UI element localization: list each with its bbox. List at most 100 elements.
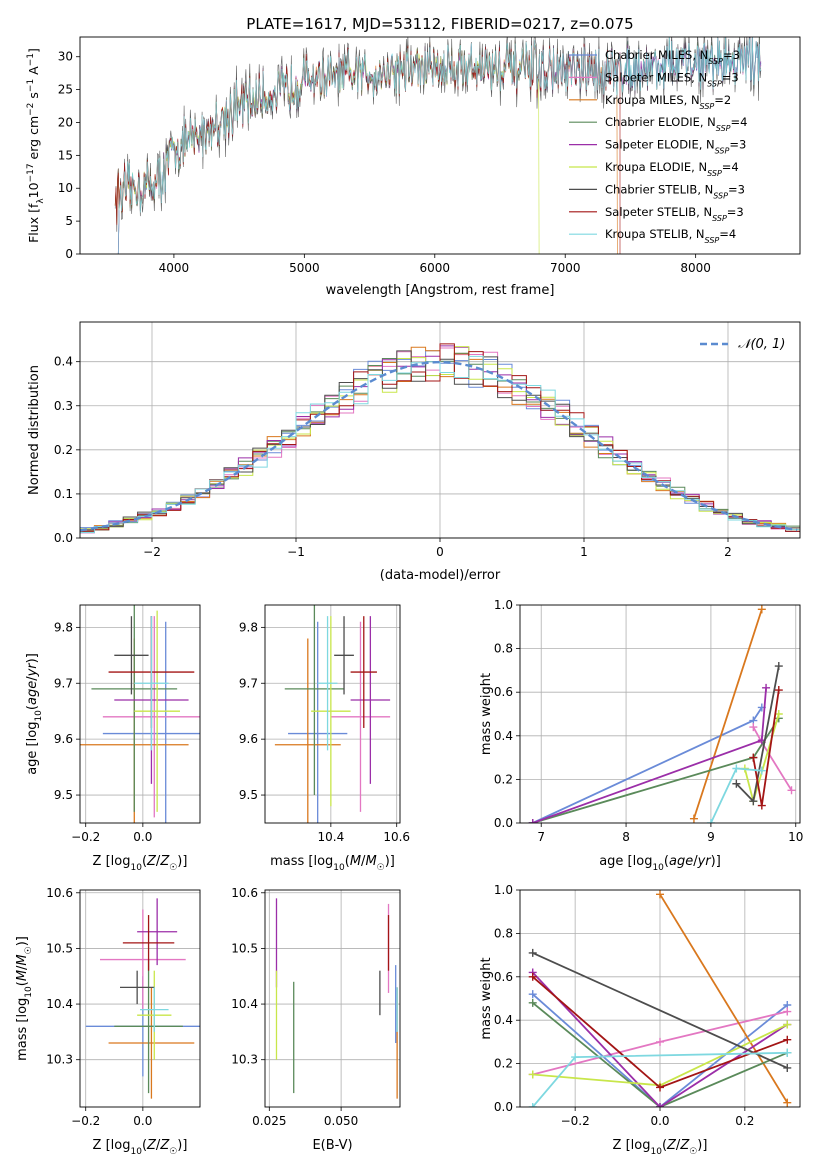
weight-marker-se xyxy=(762,683,771,692)
weight-marker-ss xyxy=(757,801,766,810)
legend-label-ss: Salpeter STELIB, NSSP=3 xyxy=(605,205,744,223)
weight-marker-cs xyxy=(774,662,783,671)
weight-marker-sm xyxy=(787,786,796,795)
x-axis-label: Z [log10(Z/Z☉)] xyxy=(93,1138,188,1157)
y-tick-label: 0.2 xyxy=(54,443,73,457)
y-tick-label: 0.4 xyxy=(54,355,73,369)
axes-frame xyxy=(79,36,801,255)
x-tick-label: −0.2 xyxy=(71,830,100,844)
weight-line-cm xyxy=(532,993,788,1107)
axes-frame xyxy=(264,889,401,1108)
histogram-ks xyxy=(80,355,800,533)
y-tick-label: 25 xyxy=(58,83,73,97)
y-tick-label: 0 xyxy=(65,247,73,261)
axes-frame xyxy=(79,889,201,1108)
x-tick-label: 5000 xyxy=(289,261,320,275)
x-tick-label: 8000 xyxy=(680,261,711,275)
y-tick-label: 0.8 xyxy=(494,926,513,940)
y-tick-label: 0.2 xyxy=(494,772,513,786)
y-tick-label: 9.8 xyxy=(239,620,258,634)
y-tick-label: 0.6 xyxy=(494,970,513,984)
y-axis-label: mass [log10(M/M☉)] xyxy=(15,936,34,1061)
weight-marker-ss xyxy=(528,972,537,981)
y-tick-label: 0.0 xyxy=(494,1100,513,1114)
axes-frame xyxy=(79,321,801,539)
mass-weight-vs-metallicity-panel: −0.2 0.0 0.2 0.0 0.2 0.4 0.6 0.8 1.0 Z [log10(Z/Z… xyxy=(479,883,801,1157)
y-tick-label: 9.5 xyxy=(54,788,73,802)
weight-marker-ss xyxy=(774,686,783,695)
weight-marker-ss xyxy=(749,753,758,762)
x-axis-label: E(B-V) xyxy=(312,1138,352,1153)
weight-marker-sm xyxy=(749,723,758,732)
x-tick-label: −0.2 xyxy=(561,1114,590,1128)
weight-marker-ks xyxy=(783,1048,792,1057)
legend-label-ce: Chabrier ELODIE, NSSP=4 xyxy=(605,115,747,133)
y-tick-label: 0.0 xyxy=(494,816,513,830)
axes-frame xyxy=(519,604,801,824)
x-axis-label: age [log10(age/yr)] xyxy=(599,854,721,873)
weight-line-se xyxy=(532,971,788,1107)
plot-area xyxy=(520,890,800,1107)
y-axis-label: Flux [fλ10−17 erg cm−2 s−1 A−1] xyxy=(26,48,46,243)
weight-marker-cs xyxy=(528,948,537,957)
x-axis-label: wavelength [Angstrom, rest frame] xyxy=(326,283,555,298)
legend-label-cs: Chabrier STELIB, NSSP=3 xyxy=(605,182,745,200)
y-axis-label: Normed distribution xyxy=(27,365,42,495)
x-axis-label: mass [log10(M/M☉)] xyxy=(270,854,395,873)
x-tick-label: 0.0 xyxy=(650,1114,669,1128)
axes-frame xyxy=(264,604,401,824)
weight-marker-ks xyxy=(757,766,766,775)
weight-marker-km xyxy=(757,605,766,614)
y-tick-label: 0.6 xyxy=(494,685,513,699)
weight-marker-sm xyxy=(783,1007,792,1016)
y-tick-label: 0.3 xyxy=(54,399,73,413)
y-tick-label: 15 xyxy=(58,148,73,162)
spectrum-line-ks xyxy=(116,37,762,254)
y-tick-label: 10.3 xyxy=(231,1053,258,1067)
legend-label-gaussian: 𝒩(0, 1) xyxy=(738,337,785,352)
y-axis-label: mass weight xyxy=(479,957,494,1039)
weight-marker-se xyxy=(528,819,537,823)
y-tick-label: 9.6 xyxy=(239,732,258,746)
x-tick-label: 0 xyxy=(436,545,444,559)
weight-line-km xyxy=(693,609,763,819)
y-tick-label: 10.5 xyxy=(231,941,258,955)
y-tick-label: 10.4 xyxy=(231,997,258,1011)
gaussian-curve xyxy=(80,360,798,532)
weight-marker-km xyxy=(783,1098,792,1107)
x-axis-label: (data-model)/error xyxy=(380,568,501,583)
weight-marker-ks xyxy=(732,764,741,773)
y-tick-label: 0.4 xyxy=(494,729,513,743)
y-tick-label: 1.0 xyxy=(494,598,513,612)
y-tick-label: 0.2 xyxy=(494,1057,513,1071)
weight-marker-ss xyxy=(656,1083,664,1092)
weight-marker-cs xyxy=(749,797,758,806)
y-tick-label: 10 xyxy=(58,181,73,195)
weight-marker-km xyxy=(689,814,698,823)
y-tick-label: 20 xyxy=(58,115,73,129)
plot-area xyxy=(265,605,400,823)
weight-marker-ks xyxy=(706,819,715,823)
weight-line-se xyxy=(532,687,767,823)
x-tick-label: 2 xyxy=(724,545,732,559)
figure-title: PLATE=1617, MJD=53112, FIBERID=0217, z=0… xyxy=(246,15,633,33)
y-tick-label: 1.0 xyxy=(494,883,513,897)
y-tick-label: 9.7 xyxy=(54,676,73,690)
weight-marker-cs xyxy=(783,1063,792,1072)
x-tick-label: 7000 xyxy=(550,261,581,275)
residual-histogram-panel: −2 −1 0 1 2 0.0 0.1 0.2 0.3 0.4 𝒩(0, 1) (data-model… xyxy=(27,321,801,583)
legend-label-se: Salpeter ELODIE, NSSP=3 xyxy=(605,138,746,156)
plot-area xyxy=(520,605,800,823)
y-tick-label: 10.3 xyxy=(46,1053,73,1067)
plot-area xyxy=(80,605,200,823)
legend-label-cm: Chabrier MILES, NSSP=3 xyxy=(605,48,740,66)
legend-label-km: Kroupa MILES, NSSP=2 xyxy=(605,93,731,111)
weight-marker-ss xyxy=(783,1035,792,1044)
legend-label-ke: Kroupa ELODIE, NSSP=4 xyxy=(605,160,739,178)
y-tick-label: 10.6 xyxy=(46,886,73,900)
y-tick-label: 9.8 xyxy=(54,620,73,634)
x-tick-label: 10 xyxy=(788,830,803,844)
x-tick-label: 10.4 xyxy=(317,830,344,844)
mass-vs-ebv-panel: 0.025 0.050 10.3 10.4 10.5 10.6 E(B-V) xyxy=(231,886,401,1153)
